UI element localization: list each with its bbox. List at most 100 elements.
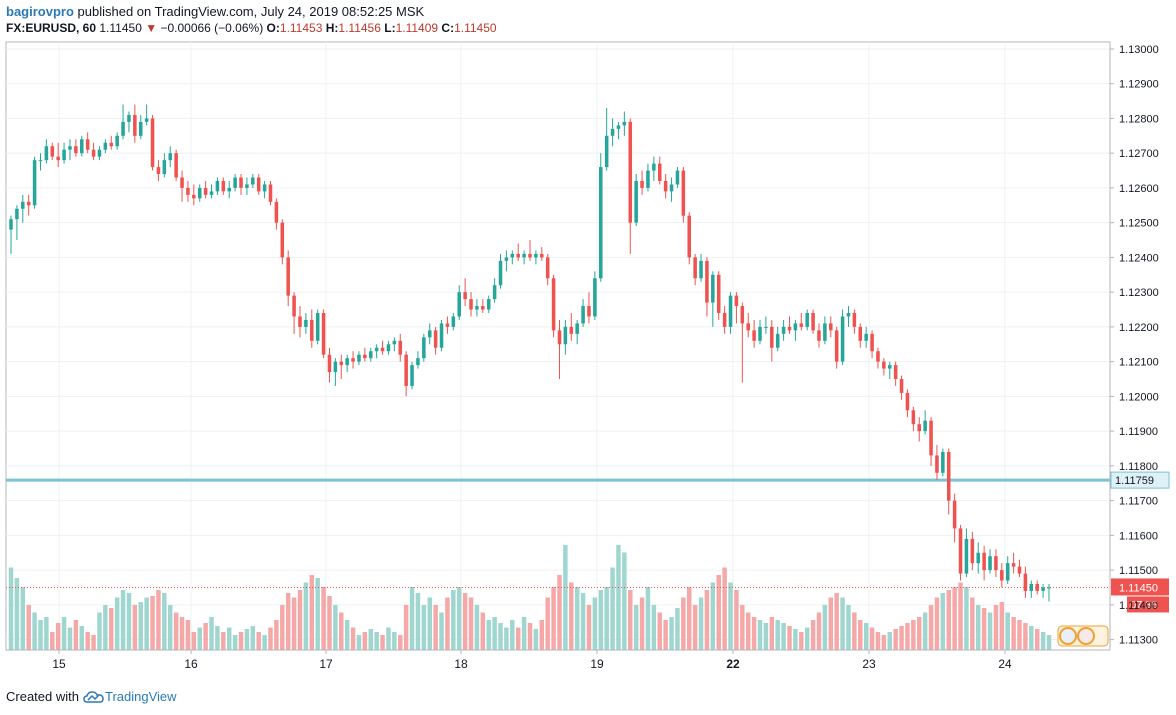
candle — [516, 243, 520, 261]
author-link[interactable]: bagirovpro — [6, 4, 74, 19]
candle-body — [905, 392, 910, 411]
candle-body — [386, 344, 391, 352]
y-tick-label: 1.12300 — [1119, 287, 1159, 299]
volume-bar — [144, 597, 149, 650]
candle-body — [829, 323, 833, 331]
candle-body — [551, 278, 556, 331]
price-axis[interactable]: 1.13000 1.12900 1.12800 1.12700 1.12600 1.125… — [1109, 42, 1159, 650]
candle-body — [475, 306, 479, 310]
candle — [528, 240, 532, 261]
tradingview-link[interactable]: TradingView — [83, 689, 177, 704]
candle — [946, 448, 951, 515]
volume-bar — [280, 605, 285, 650]
candle — [781, 319, 786, 341]
volume-bar — [893, 629, 898, 650]
candle — [823, 316, 827, 345]
candle — [80, 135, 84, 157]
candle — [640, 170, 644, 195]
volume-bar — [928, 605, 934, 650]
candle — [321, 309, 326, 359]
candle — [746, 312, 750, 338]
volume-bar — [362, 632, 368, 650]
eu-flag-icon — [1059, 627, 1077, 645]
candle-body — [740, 306, 745, 324]
horizontal-line[interactable]: 1.11759 1.11450 07:36 — [6, 471, 1170, 613]
candle-body — [858, 326, 863, 341]
volume-bar — [510, 620, 515, 650]
volume-bar — [840, 597, 845, 650]
volume-bar — [132, 605, 138, 650]
candle-body — [563, 326, 568, 345]
candle — [882, 358, 886, 376]
volume-bar — [339, 612, 344, 650]
candle — [292, 292, 296, 334]
candle-body — [481, 306, 485, 310]
volume-bar — [557, 575, 562, 650]
footer: Created with TradingView — [6, 689, 177, 704]
candle-body — [486, 299, 491, 310]
candle-body — [899, 379, 904, 393]
candle-body — [669, 184, 674, 192]
candle — [687, 212, 692, 265]
time-axis[interactable]: 15 16 17 18 19 22 23 24 — [6, 649, 1110, 671]
candle-body — [675, 170, 680, 185]
candle — [439, 319, 444, 352]
volume-bar — [710, 582, 716, 650]
volume-bar — [1046, 635, 1052, 650]
candle-body — [876, 351, 880, 362]
volume-bar — [793, 629, 798, 650]
volume-bar — [545, 597, 550, 650]
countdown-label: 07:36 — [1130, 599, 1158, 611]
volume-bar — [120, 590, 126, 650]
volume-bar — [474, 605, 480, 650]
volume-bar — [268, 627, 273, 650]
volume-bar — [763, 623, 769, 650]
candle — [215, 177, 220, 195]
candle — [587, 292, 591, 324]
candle — [952, 493, 957, 543]
volume-bar — [392, 632, 397, 650]
candle-body — [681, 170, 686, 216]
volume-bar — [521, 617, 527, 650]
candle-body — [988, 556, 992, 571]
candle — [510, 250, 515, 265]
candle-body — [941, 451, 945, 473]
candle-body — [864, 333, 868, 341]
candle-body — [510, 253, 515, 258]
candle — [74, 139, 78, 157]
candle — [68, 139, 72, 161]
candle-body — [569, 326, 574, 334]
volume-bar — [215, 626, 220, 650]
candle-body — [445, 323, 450, 327]
candle-body — [1005, 563, 1010, 581]
candle — [599, 153, 603, 282]
candle-body — [870, 333, 874, 352]
candle-body — [663, 180, 668, 192]
candle — [239, 174, 243, 195]
volume-bar — [580, 593, 586, 650]
candle-body — [315, 312, 320, 341]
candle — [192, 184, 196, 206]
candle — [174, 149, 178, 181]
volume-bar — [303, 582, 309, 650]
volume-bar — [209, 617, 214, 650]
candle-body — [1017, 566, 1022, 574]
candle-body — [728, 295, 733, 327]
candle-body — [50, 146, 55, 157]
volume-bar — [333, 605, 338, 650]
candle-body — [144, 118, 149, 122]
y-tick-label: 1.11300 — [1119, 635, 1158, 647]
volume-bar — [1040, 632, 1046, 650]
candle-body — [339, 361, 344, 366]
volume-bar — [462, 593, 468, 650]
volume-bar — [622, 552, 627, 650]
candle — [628, 118, 633, 254]
candle-body — [492, 285, 497, 300]
candle-body — [811, 312, 815, 331]
event-flags-icon[interactable] — [1057, 625, 1109, 647]
symbol-name[interactable]: FX:EURUSD, 60 — [6, 21, 97, 35]
candle — [923, 410, 927, 435]
candle — [705, 257, 709, 317]
candle — [681, 167, 686, 223]
